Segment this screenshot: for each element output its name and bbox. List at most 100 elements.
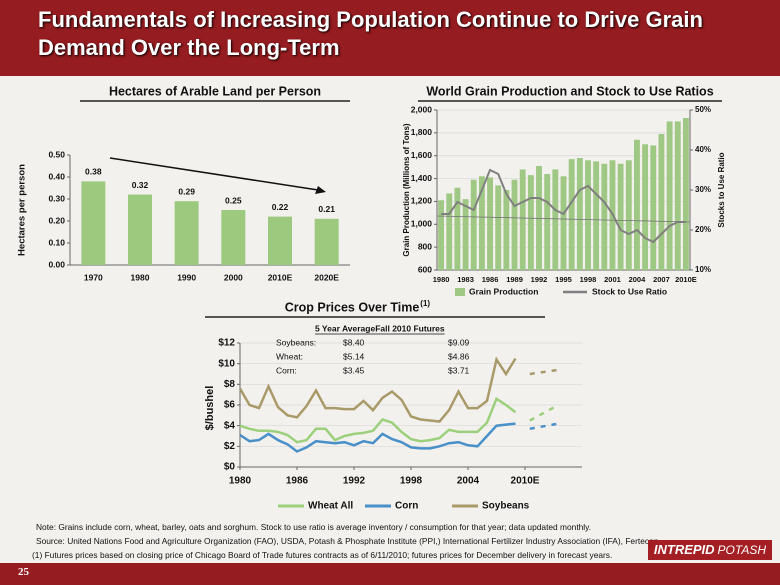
x-tick-label: 1983 [457,275,474,284]
y2-tick-label: 10% [695,265,711,274]
table-cell: $3.71 [448,365,470,375]
forecast-line [529,368,559,376]
value-label: 0.22 [272,202,289,212]
bar [634,139,640,270]
chart-title: Hectares of Arable Land per Person [109,84,321,98]
y-tick-label: $2 [224,441,236,452]
y-tick-label: 1,600 [411,150,433,160]
x-tick-label: 1992 [531,275,548,284]
y-tick-label: 0.00 [48,259,65,269]
table-cell: $4.86 [448,351,470,361]
logo: INTREPID POTASH [647,540,772,560]
table-cell: $8.40 [343,337,365,347]
x-tick-label: 1986 [482,275,499,284]
y-tick-label: 1,400 [411,173,433,183]
bar [601,163,608,270]
line [441,168,686,244]
bar [593,161,600,270]
table-cell: $3.45 [343,365,365,375]
header-band: Fundamentals of Increasing Population Co… [0,0,780,76]
table-header: 5 Year Average [315,323,375,333]
x-tick-label: 1980 [131,272,150,282]
y-tick-label: 2,000 [411,104,433,114]
table-cell: Corn: [276,365,297,375]
bar [617,163,624,270]
bar [544,174,551,270]
y-tick-label: $10 [218,358,235,369]
bar [650,145,657,270]
x-tick-label: 1980 [433,275,450,284]
value-label: 0.38 [85,167,102,177]
y2-tick-label: 30% [695,185,711,194]
forecast-line [529,403,559,422]
bar [511,179,518,270]
bar [128,194,152,265]
x-tick-label: 2004 [457,476,480,487]
y-tick-label: 0.40 [48,171,65,181]
footer-band: 25 [0,563,780,585]
slide-title: Fundamentals of Increasing Population Co… [38,7,703,60]
value-label: 0.25 [225,195,242,205]
y-tick-label: $4 [224,420,236,431]
chart-title: World Grain Production and Stock to Use … [426,84,713,98]
x-tick-label: 2001 [604,275,621,284]
bar [536,166,542,270]
x-tick-label: 1990 [177,272,196,282]
bar [642,144,649,270]
bar [487,177,493,270]
x-tick-label: 1980 [229,476,252,487]
line [238,356,517,423]
bar [568,159,575,270]
x-tick-label: 1970 [84,272,103,282]
x-tick-label: 1995 [555,275,572,284]
bar [314,218,339,265]
y-tick-label: 1,200 [411,196,433,206]
bar [658,134,665,270]
note: (1) Futures prices based on closing pric… [32,550,613,560]
notes: Note: Grains include corn, wheat, barley… [32,520,776,562]
legend-label: Soybeans [482,501,530,512]
note: Source: United Nations Food and Agricult… [36,536,661,546]
y-tick-label: $6 [224,400,236,411]
line [239,396,517,444]
x-tick-label: 2007 [653,275,670,284]
x-tick-label: 1986 [286,476,309,487]
bar [462,199,469,270]
y-tick-label: 1,000 [411,219,433,229]
bar [576,158,583,270]
trend-line [436,215,691,223]
bar [174,201,199,265]
bar [519,169,526,270]
bar [552,169,559,270]
y-tick-label: 1,800 [411,127,433,137]
value-label: 0.32 [132,180,149,190]
x-tick-label: 1989 [506,275,523,284]
bar [503,190,510,270]
legend-swatch [455,288,465,296]
legend-label: Grain Production [469,286,538,296]
bar [221,210,246,265]
bar [470,179,477,270]
bar [666,121,673,270]
x-tick-label: 2010E [511,476,540,487]
bar [81,181,106,265]
value-label: 0.29 [178,186,195,196]
legend-label: Corn [395,501,418,512]
x-tick-label: 2010E [675,275,697,284]
bar [268,216,292,265]
x-tick-label: 2004 [629,275,647,284]
forecast-line [529,422,559,431]
table-cell: $5.14 [343,351,365,361]
y-tick-label: $8 [224,379,236,390]
table-cell: Wheat: [276,351,303,361]
axis-label: Grain Production (Millions of Tons) [402,123,411,257]
bar [454,187,461,270]
x-tick-label: 1992 [343,476,366,487]
bar [674,121,681,270]
legend-label: Stock to Use Ratio [592,286,667,296]
y-tick-label: 0.30 [48,193,65,203]
axis-label: Hectares per person [17,164,28,256]
table-header: Fall 2010 Futures [375,323,445,333]
line [239,422,516,453]
note: Note: Grains include corn, wheat, barley… [36,522,592,532]
